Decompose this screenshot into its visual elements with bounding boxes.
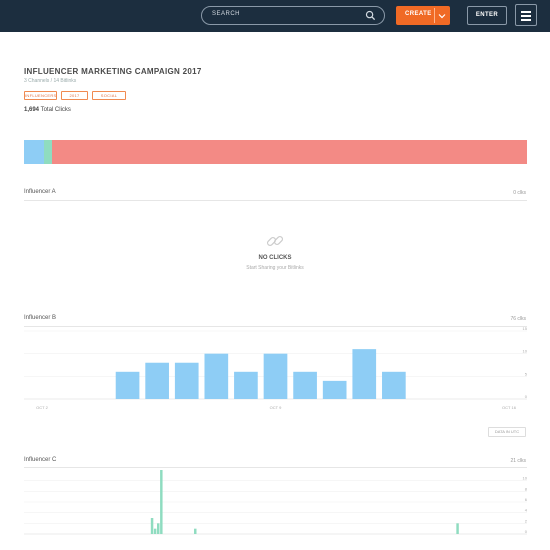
- y-tick-label: 10: [523, 476, 528, 481]
- y-tick-label: 8: [525, 486, 528, 491]
- y-tick-label: 0: [525, 529, 528, 534]
- chart-0-bar-8: [263, 353, 288, 399]
- y-tick-label: 4: [525, 508, 528, 513]
- hamburger-menu-button[interactable]: [515, 4, 537, 26]
- search-input[interactable]: SEARCH: [201, 6, 385, 25]
- y-tick-label: 15: [523, 326, 528, 331]
- chart-0-bar-3: [115, 371, 140, 399]
- influencer-a-title: Influencer A: [24, 189, 56, 195]
- search-placeholder: SEARCH: [212, 11, 241, 17]
- data-in-utc-button[interactable]: DATA IN UTC: [488, 427, 526, 437]
- search-icon[interactable]: [365, 10, 376, 21]
- enter-button[interactable]: ENTER: [467, 6, 507, 25]
- chart-0-bar-9: [293, 371, 317, 399]
- chart-0-bar-5: [174, 362, 199, 399]
- tag-2017[interactable]: 2017: [61, 91, 88, 100]
- total-clicks-value: 1,694: [24, 107, 40, 113]
- tag-social[interactable]: SOCIAL: [92, 91, 126, 100]
- x-tick-label: OCT 16: [502, 405, 517, 410]
- chart-1-bar-42: [153, 528, 157, 534]
- chart-0-bar-12: [382, 371, 406, 399]
- chart-0-bar-6: [204, 353, 229, 399]
- no-clicks-subtitle: Start Sharing your Bitlinks: [246, 265, 304, 271]
- chart-0-bar-4: [145, 362, 169, 399]
- breakdown-segment-2[interactable]: [51, 140, 527, 164]
- campaign-subtitle: 3 Channels / 14 Bitlinks: [24, 78, 77, 84]
- section-divider: [24, 467, 527, 468]
- influencer-b-count: 76 clks: [510, 316, 526, 322]
- chart-1-bar-140: [456, 523, 459, 534]
- menu-line-icon: [521, 15, 531, 17]
- influencer-c-count: 21 clks: [510, 458, 526, 464]
- section-divider: [24, 326, 527, 327]
- influencer-a-count: 0 clks: [513, 190, 526, 196]
- y-tick-label: 6: [525, 497, 528, 502]
- chart-1-bar-55: [194, 528, 197, 534]
- create-divider: [434, 8, 435, 23]
- tag-influencers[interactable]: INFLUENCERS: [24, 91, 57, 100]
- total-clicks-label: Total Clicks: [40, 107, 71, 113]
- link-icon: [266, 235, 284, 247]
- menu-line-icon: [521, 11, 531, 13]
- chart-0-bar-11: [352, 349, 377, 399]
- create-label: CREATE: [405, 11, 432, 17]
- chevron-down-icon[interactable]: [437, 11, 447, 21]
- x-tick-label: OCT 9: [270, 405, 282, 410]
- y-tick-label: 10: [523, 349, 528, 354]
- total-clicks: 1,694 Total Clicks: [24, 107, 71, 113]
- enter-label: ENTER: [475, 12, 499, 18]
- chart-1-bar-44: [160, 470, 163, 534]
- y-tick-label: 0: [525, 394, 528, 399]
- section-divider: [24, 200, 527, 201]
- top-navigation-bar: SEARCH CREATE ENTER: [0, 0, 550, 32]
- breakdown-segment-1[interactable]: [44, 140, 52, 164]
- x-tick-label: OCT 2: [36, 405, 48, 410]
- influencer-b-title: Influencer B: [24, 315, 57, 321]
- y-tick-label: 2: [525, 518, 528, 523]
- chart-0-bar-7: [234, 371, 258, 399]
- create-button[interactable]: CREATE: [396, 6, 450, 25]
- clicks-breakdown-bar: [24, 140, 527, 164]
- no-clicks-title: NO CLICKS: [258, 255, 292, 261]
- chart-1-bar-43: [157, 523, 160, 534]
- chart-0-bar-10: [322, 380, 347, 399]
- menu-line-icon: [521, 19, 531, 21]
- chart-1-bar-41: [150, 518, 154, 534]
- influencer-c-title: Influencer C: [24, 457, 57, 463]
- breakdown-segment-0[interactable]: [24, 140, 45, 164]
- y-tick-label: 5: [525, 371, 528, 376]
- campaign-title: INFLUENCER MARKETING CAMPAIGN 2017: [24, 67, 202, 76]
